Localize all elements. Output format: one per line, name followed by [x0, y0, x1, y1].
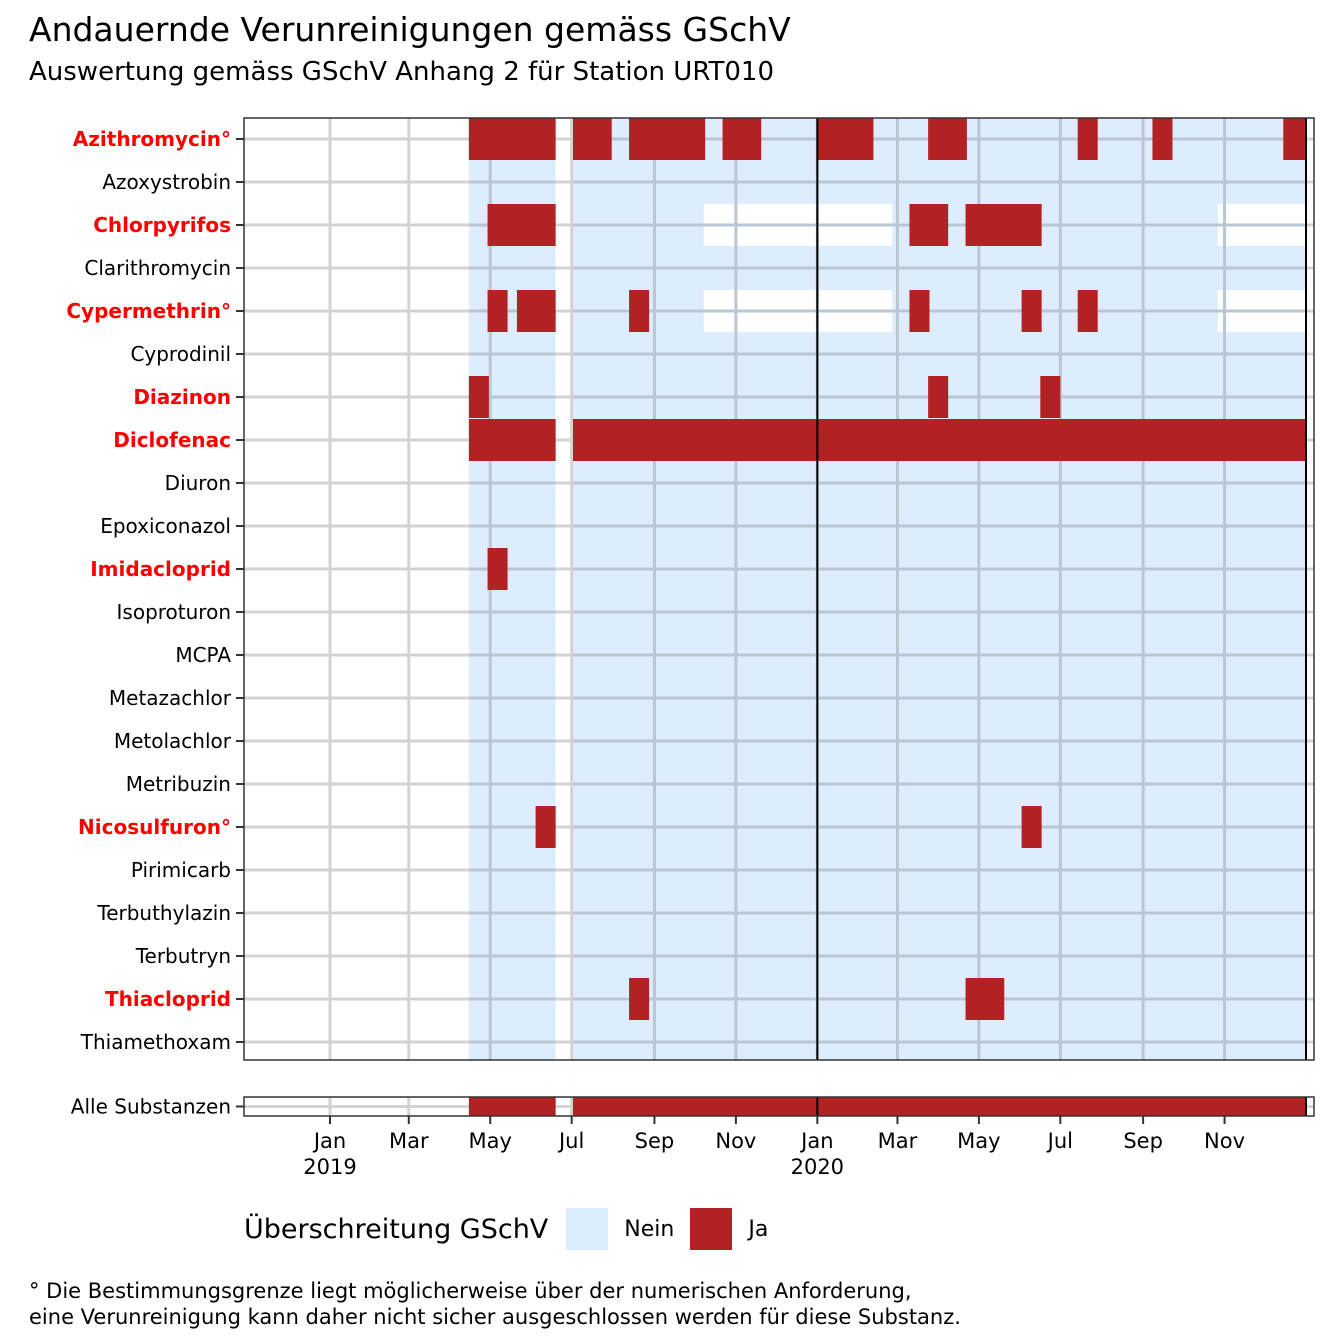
x-tick-label: Sep [1123, 1129, 1163, 1153]
exceedance-tile-11 [965, 204, 1042, 246]
exceedance-tile-22 [572, 419, 1306, 461]
substance-label: Isoproturon [117, 600, 231, 624]
legend-label-ja: Ja [748, 1216, 769, 1242]
exceedance-tile-27 [965, 978, 1005, 1020]
exceedance-tile-14 [629, 290, 650, 332]
x-tick-label: Mar [389, 1129, 429, 1153]
plot-border [243, 117, 1315, 1061]
exceedance-tile-21 [468, 419, 556, 461]
substance-label: Epoxiconazol [100, 514, 231, 538]
x-tick-label: Sep [635, 1129, 675, 1153]
chart: Azithromycin° Azoxystrobin Chlorpyrifos Cla… [66, 117, 1315, 1179]
substance-label: Nicosulfuron° [78, 815, 231, 839]
substance-label: Metazachlor [109, 686, 232, 710]
exceedance-tile-5 [928, 118, 967, 160]
x-tick-label: Mar [878, 1129, 918, 1153]
exceedance-tile-15 [909, 290, 930, 332]
exceedance-tile-9 [487, 204, 556, 246]
substance-label: Thiamethoxam [80, 1030, 231, 1054]
exceedance-tile-24 [535, 806, 556, 848]
x-tick-label: Jul [557, 1129, 584, 1153]
exceedance-tile-8 [1283, 118, 1306, 160]
x-tick-label: Nov [715, 1129, 756, 1153]
exceedance-tile-1 [572, 118, 612, 160]
exceedance-tile-23 [487, 548, 508, 590]
exceedance-tile-16 [1021, 290, 1042, 332]
legend-label-nein: Nein [624, 1216, 675, 1242]
exceedance-tile-3 [722, 118, 762, 160]
x-tick-label: Jan [799, 1129, 833, 1153]
x-tick-label: May [957, 1129, 1000, 1153]
exceedance-tile-4 [817, 118, 874, 160]
substance-label: Thiacloprid [105, 987, 231, 1011]
exceedance-tile-18 [468, 376, 489, 418]
exceedance-tile-25 [1021, 806, 1042, 848]
footnote-line-1: ° Die Bestimmungsgrenze liegt möglicherw… [29, 1279, 912, 1303]
substance-label: Terbutryn [135, 944, 231, 968]
exceedance-tile-6 [1077, 118, 1098, 160]
substance-label: Diuron [165, 471, 231, 495]
exceedance-tile-10 [909, 204, 949, 246]
x-tick-label: Nov [1204, 1129, 1245, 1153]
substance-label: Cyprodinil [130, 342, 231, 366]
legend: Überschreitung GSchV Nein Ja [244, 1208, 784, 1250]
summary-exceedance-0 [468, 1097, 556, 1116]
legend-title: Überschreitung GSchV [244, 1213, 549, 1245]
x-year-label: 2019 [303, 1155, 356, 1179]
exceedance-tile-12 [487, 290, 508, 332]
exceedance-tile-2 [629, 118, 706, 160]
substance-label: Azithromycin° [73, 127, 231, 151]
legend-key-nein [566, 1208, 609, 1250]
substance-label: Diazinon [133, 385, 231, 409]
exceedance-tile-0 [468, 118, 556, 160]
footnote: ° Die Bestimmungsgrenze liegt möglicherw… [29, 1278, 961, 1330]
x-tick-label: May [469, 1129, 512, 1153]
summary-exceedance-1 [572, 1097, 1306, 1116]
substance-label: Metolachlor [114, 729, 232, 753]
x-tick-label: Jul [1046, 1129, 1073, 1153]
chart-subtitle: Auswertung gemäss GSchV Anhang 2 für Sta… [29, 57, 774, 87]
substance-label: Cypermethrin° [66, 299, 231, 323]
substance-label: Diclofenac [113, 428, 231, 452]
x-tick-label: Jan [312, 1129, 346, 1153]
exceedance-tile-26 [629, 978, 650, 1020]
summary-row-label: Alle Substanzen [71, 1095, 231, 1119]
footnote-line-2: eine Verunreinigung kann daher nicht sic… [29, 1305, 961, 1329]
exceedance-tile-20 [1040, 376, 1061, 418]
sampling-period-1 [572, 118, 1306, 1060]
substance-label: Azoxystrobin [102, 170, 231, 194]
substance-label: Metribuzin [126, 772, 231, 796]
exceedance-tile-17 [1077, 290, 1098, 332]
substance-label: Terbuthylazin [96, 901, 231, 925]
substance-label: Chlorpyrifos [93, 213, 231, 237]
sampling-period-0 [468, 118, 556, 1060]
substance-label: MCPA [175, 643, 231, 667]
chart-title: Andauernde Verunreinigungen gemäss GSchV [29, 10, 791, 49]
legend-key-ja [690, 1208, 733, 1250]
exceedance-tile-7 [1152, 118, 1173, 160]
substance-label: Pirimicarb [131, 858, 231, 882]
exceedance-tile-13 [516, 290, 556, 332]
exceedance-tile-19 [928, 376, 949, 418]
substance-label: Clarithromycin [84, 256, 231, 280]
substance-label: Imidacloprid [90, 557, 231, 581]
x-year-label: 2020 [791, 1155, 844, 1179]
